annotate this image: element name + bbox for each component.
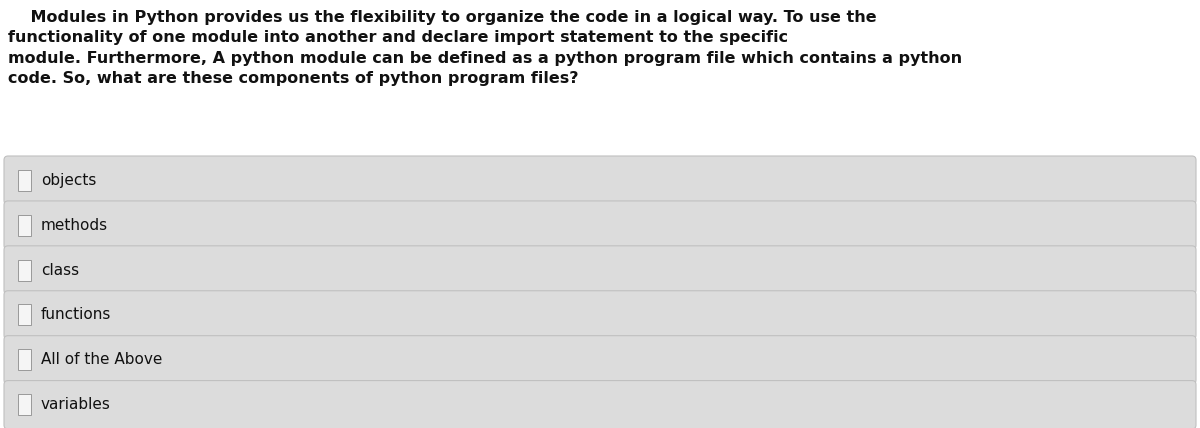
FancyBboxPatch shape: [4, 156, 1196, 205]
FancyBboxPatch shape: [18, 349, 31, 370]
FancyBboxPatch shape: [4, 380, 1196, 428]
Text: class: class: [41, 262, 79, 277]
Text: variables: variables: [41, 397, 110, 412]
FancyBboxPatch shape: [18, 259, 31, 280]
Text: All of the Above: All of the Above: [41, 352, 162, 367]
FancyBboxPatch shape: [4, 336, 1196, 384]
FancyBboxPatch shape: [18, 169, 31, 191]
FancyBboxPatch shape: [4, 291, 1196, 339]
FancyBboxPatch shape: [18, 214, 31, 236]
Text: functions: functions: [41, 307, 112, 322]
Text: objects: objects: [41, 173, 96, 188]
FancyBboxPatch shape: [18, 304, 31, 325]
Text: methods: methods: [41, 217, 108, 233]
FancyBboxPatch shape: [4, 201, 1196, 250]
FancyBboxPatch shape: [4, 246, 1196, 294]
Text: Modules in Python provides us the flexibility to organize the code in a logical : Modules in Python provides us the flexib…: [8, 10, 962, 86]
FancyBboxPatch shape: [18, 394, 31, 415]
